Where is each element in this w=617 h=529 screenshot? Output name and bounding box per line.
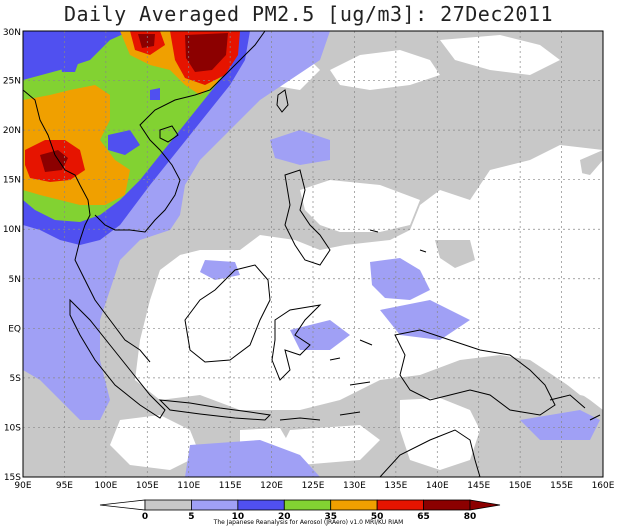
- longitude-label: 95E: [56, 481, 73, 491]
- colorbar-labels: 0 5 10 20 35 50 65 80: [142, 512, 476, 522]
- colorbar-swatch: [283, 499, 332, 511]
- field-0-5: [400, 398, 480, 470]
- colorbar-swatch: [144, 499, 192, 511]
- latitude-label: 20N: [3, 126, 21, 136]
- coastline-sulawesi: [271, 304, 322, 381]
- field-10-20: [380, 300, 470, 340]
- latitude-label: 5N: [9, 275, 21, 285]
- coastline-borneo: [184, 264, 271, 363]
- field-10-20: [290, 320, 350, 350]
- coastlines: [23, 31, 601, 477]
- field-above-80: [40, 150, 68, 172]
- latitude-label: 30N: [3, 28, 21, 38]
- coastline-new-guinea: [394, 329, 556, 416]
- colorbar-level-label: 35: [324, 512, 337, 522]
- latitude-label: 5S: [10, 374, 22, 384]
- field-0-5: [480, 160, 603, 330]
- latitude-label: 10S: [4, 423, 21, 433]
- credit-line: The Japanese Reanalysis for Aerosol (JRA…: [213, 519, 404, 526]
- longitude-label: 160E: [592, 481, 615, 491]
- longitude-label: 100E: [94, 481, 117, 491]
- colorbar-arrow-high: [469, 499, 501, 511]
- coastline-sumatra: [69, 298, 166, 419]
- coastline-philippines: [284, 169, 331, 266]
- longitude-label: 145E: [467, 481, 490, 491]
- longitude-label: 90E: [14, 481, 31, 491]
- field-0-5: [330, 50, 440, 90]
- colorbar-level-label: 20: [278, 512, 291, 522]
- plot-frame: [22, 30, 604, 478]
- coastline-hainan: [159, 125, 179, 143]
- field-0-5: [540, 360, 603, 400]
- colorbar: [99, 499, 501, 511]
- latitude-label: 25N: [3, 77, 21, 87]
- longitude-label: 115E: [219, 481, 242, 491]
- field-10-20: [520, 410, 600, 440]
- colorbar-level-label: 0: [142, 512, 148, 522]
- colorbar-swatch: [237, 499, 285, 511]
- longitude-label: 125E: [302, 481, 325, 491]
- latitude-label: 15N: [3, 176, 21, 186]
- field-20-35: [30, 40, 70, 70]
- longitude-label: 130E: [343, 481, 366, 491]
- field-20-35: [150, 88, 160, 100]
- colorbar-level-label: 65: [417, 512, 430, 522]
- colorbar-arrow-low: [99, 499, 146, 511]
- colorbar-swatch: [330, 499, 378, 511]
- field-0-5: [280, 425, 380, 465]
- coastline-australia: [379, 429, 481, 477]
- coastline-taiwan: [276, 89, 289, 113]
- field-10-20: [185, 440, 320, 477]
- longitude-label: 150E: [509, 481, 532, 491]
- grid-lines: [23, 31, 603, 477]
- colorbar-swatch: [191, 499, 239, 511]
- longitude-labels: 90E 95E 100E 105E 110E 115E 120E 125E 130E 135E 14…: [14, 481, 614, 491]
- field-0-5: [300, 180, 420, 232]
- longitude-label: 155E: [550, 481, 573, 491]
- latitude-label: EQ: [8, 324, 21, 334]
- latitude-labels: 30N 25N 20N 15N 10N 5N EQ 5S 10S 15S: [3, 28, 21, 483]
- latitude-label: 15S: [4, 473, 21, 483]
- colorbar-level-label: 5: [188, 512, 194, 522]
- colorbar-level-label: 50: [371, 512, 384, 522]
- longitude-label: 105E: [136, 481, 159, 491]
- longitude-label: 110E: [177, 481, 200, 491]
- colorbar-swatch: [423, 499, 471, 511]
- longitude-label: 140E: [426, 481, 449, 491]
- field-0-5: [440, 35, 560, 75]
- colorbar-swatch: [376, 499, 424, 511]
- field-5-10: [435, 240, 475, 268]
- map-title: Daily Averaged PM2.5 [ug/m3]: 27Dec2011: [63, 2, 554, 26]
- colorbar-level-label: 80: [464, 512, 477, 522]
- colorbar-level-label: 10: [232, 512, 245, 522]
- field-0-5: [110, 415, 200, 470]
- field-above-80: [138, 34, 155, 48]
- longitude-label: 135E: [384, 481, 407, 491]
- coastline-java: [158, 399, 272, 421]
- longitude-label: 120E: [260, 481, 283, 491]
- field-20-35: [108, 130, 140, 155]
- field-above-80: [185, 33, 228, 72]
- coastline-islands: [279, 229, 601, 421]
- field-10-20: [270, 130, 330, 165]
- field-20-35: [60, 58, 80, 72]
- latitude-label: 10N: [3, 225, 21, 235]
- coastline-mainland: [23, 31, 266, 363]
